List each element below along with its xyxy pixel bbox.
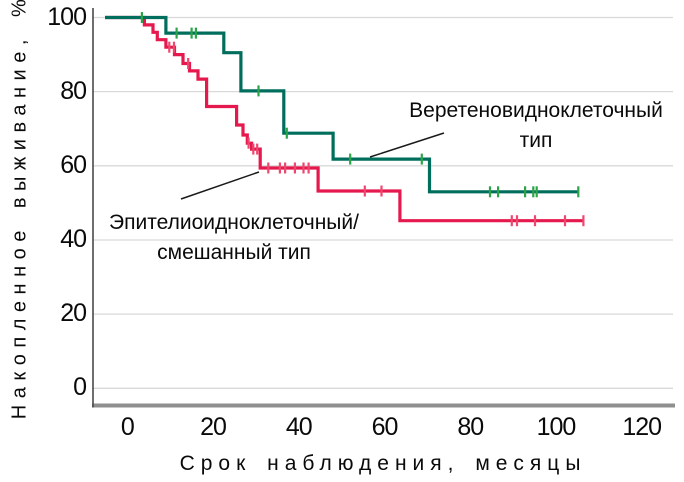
- y-tick-label-20: 20: [60, 299, 87, 328]
- x-tick-label-40: 40: [285, 413, 313, 441]
- x-tick-label-20: 20: [200, 413, 227, 441]
- y-axis-title: Накопленное выживание, %: [8, 0, 31, 420]
- annotation-spindle-line1: Веретеновидноклеточный: [409, 99, 663, 122]
- x-tick-label-100: 100: [536, 413, 577, 441]
- annotation-pointer-spindle: [369, 132, 445, 158]
- x-tick-label-120: 120: [622, 413, 662, 441]
- km-curve-epithelioid: [105, 15, 584, 223]
- y-tick-label-80: 80: [60, 76, 87, 105]
- y-tick-label-40: 40: [60, 224, 87, 253]
- annotation-epithelioid-mixed-type: Эпителиоидноклеточный/ смешанный тип: [109, 208, 359, 268]
- x-tick-label-0: 0: [120, 413, 135, 441]
- y-tick-label-100: 100: [47, 2, 87, 31]
- y-tick-label-0: 0: [73, 373, 87, 402]
- annotation-epithelioid-line1: Эпителиоидноклеточный/: [109, 211, 359, 234]
- x-tick-label-60: 60: [371, 413, 399, 441]
- annotation-pointer-epithelioid: [180, 171, 260, 200]
- x-tick-label-80: 80: [457, 413, 484, 441]
- annotation-spindle-line2: тип: [519, 129, 553, 152]
- annotation-epithelioid-line2: смешанный тип: [157, 241, 311, 264]
- annotation-spindle-cell-type: Веретеновидноклеточный тип: [409, 96, 663, 156]
- y-tick-label-60: 60: [60, 150, 87, 179]
- x-axis-title: Срок наблюдения, месяцы: [179, 452, 587, 475]
